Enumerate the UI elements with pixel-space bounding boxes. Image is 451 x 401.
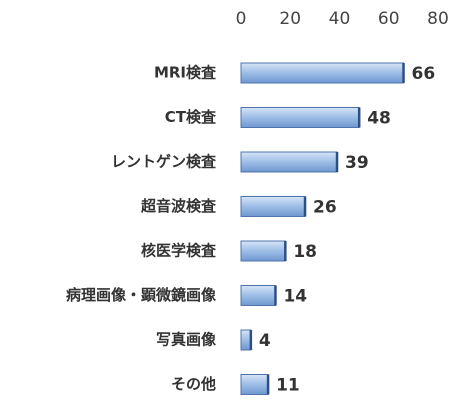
x-tick-label: 20 — [279, 9, 301, 29]
y-tick-label: その他 — [171, 375, 216, 393]
bar — [240, 285, 276, 306]
data-label: 66 — [412, 64, 436, 84]
bar — [240, 240, 286, 262]
bar — [240, 107, 360, 128]
data-label: 26 — [313, 198, 337, 218]
y-tick-label: CT検査 — [165, 108, 217, 126]
x-tick-label: 0 — [236, 9, 247, 29]
bar — [240, 62, 405, 84]
x-tick-label: 40 — [329, 9, 351, 29]
bar — [240, 151, 338, 173]
y-tick-label: 病理画像・顕微鏡画像 — [66, 286, 217, 304]
data-label: 11 — [276, 376, 300, 396]
data-label: 14 — [283, 287, 307, 307]
y-tick-label: レントゲン検査 — [111, 153, 217, 171]
data-label: 48 — [367, 109, 391, 129]
data-label: 39 — [345, 153, 369, 173]
x-tick-label: 60 — [378, 9, 400, 29]
y-tick-label: 超音波検査 — [140, 197, 217, 215]
bar — [240, 329, 252, 351]
y-tick-label: 写真画像 — [156, 331, 217, 349]
bar — [240, 196, 306, 217]
y-tick-label: 核医学検査 — [141, 242, 217, 260]
bar — [240, 374, 269, 395]
data-label: 4 — [259, 331, 271, 351]
data-label: 18 — [293, 242, 317, 262]
x-tick-label: 80 — [427, 9, 449, 29]
y-tick-label: MRI検査 — [154, 64, 217, 82]
